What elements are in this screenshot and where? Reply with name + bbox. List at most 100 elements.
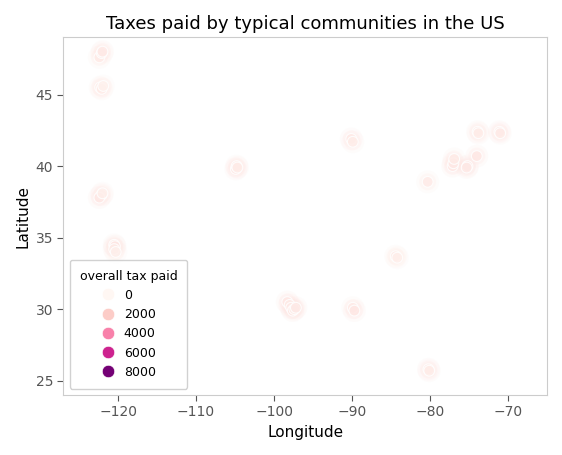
Point — [449, 160, 458, 167]
Point — [232, 165, 241, 172]
Point — [97, 50, 106, 57]
Point — [350, 307, 359, 314]
Point — [472, 152, 481, 160]
Point — [110, 241, 119, 248]
Point — [473, 128, 482, 136]
Point — [111, 248, 120, 256]
Point — [97, 85, 106, 92]
Point — [473, 128, 482, 136]
Point — [111, 243, 120, 250]
Point — [450, 155, 459, 162]
Point — [97, 50, 106, 57]
Point — [423, 178, 432, 186]
Legend: 0, 2000, 4000, 6000, 8000: 0, 2000, 4000, 6000, 8000 — [70, 259, 188, 389]
Point — [288, 307, 297, 314]
Point — [288, 307, 297, 314]
Point — [391, 253, 400, 260]
Point — [496, 130, 505, 137]
Point — [95, 54, 104, 61]
Point — [95, 194, 104, 201]
Point — [232, 162, 241, 170]
Point — [98, 48, 107, 55]
Point — [98, 190, 107, 197]
Point — [98, 48, 107, 55]
Point — [98, 190, 107, 197]
Point — [232, 162, 241, 170]
Point — [97, 85, 106, 92]
Point — [232, 165, 241, 172]
Point — [95, 54, 104, 61]
Point — [448, 162, 457, 170]
Point — [473, 128, 482, 136]
Point — [97, 85, 106, 92]
Point — [233, 164, 242, 171]
Point — [347, 135, 356, 142]
Point — [233, 164, 242, 171]
Point — [95, 54, 104, 61]
Point — [290, 306, 299, 313]
X-axis label: Longitude: Longitude — [267, 425, 343, 440]
Point — [96, 84, 105, 91]
Point — [348, 304, 357, 311]
Point — [450, 155, 459, 162]
Point — [474, 130, 483, 137]
Point — [448, 162, 457, 170]
Point — [285, 301, 294, 308]
Point — [425, 367, 434, 374]
Point — [111, 248, 120, 256]
Point — [291, 304, 300, 311]
Point — [424, 366, 433, 373]
Point — [287, 304, 296, 311]
Point — [424, 366, 433, 373]
Point — [96, 84, 105, 91]
Point — [463, 162, 472, 170]
Point — [496, 130, 505, 137]
Point — [290, 306, 299, 313]
Point — [97, 191, 106, 198]
Point — [449, 160, 458, 167]
Point — [391, 253, 400, 260]
Point — [348, 138, 357, 146]
Point — [474, 130, 483, 137]
Point — [423, 178, 432, 186]
Point — [347, 135, 356, 142]
Point — [97, 50, 106, 57]
Point — [391, 253, 400, 260]
Point — [111, 243, 120, 250]
Point — [463, 162, 472, 170]
Point — [110, 241, 119, 248]
Point — [95, 194, 104, 201]
Point — [99, 82, 108, 90]
Point — [232, 165, 241, 172]
Point — [348, 138, 357, 146]
Point — [111, 248, 120, 256]
Y-axis label: Latitude: Latitude — [15, 185, 30, 248]
Point — [97, 191, 106, 198]
Point — [348, 138, 357, 146]
Point — [495, 128, 504, 136]
Point — [393, 254, 402, 261]
Point — [285, 301, 294, 308]
Point — [448, 162, 457, 170]
Point — [472, 152, 481, 160]
Point — [348, 304, 357, 311]
Point — [350, 307, 359, 314]
Point — [393, 254, 402, 261]
Point — [462, 164, 471, 171]
Point — [463, 162, 472, 170]
Point — [291, 304, 300, 311]
Point — [232, 162, 241, 170]
Point — [290, 306, 299, 313]
Point — [287, 304, 296, 311]
Point — [95, 194, 104, 201]
Point — [449, 160, 458, 167]
Point — [99, 82, 108, 90]
Point — [110, 245, 119, 253]
Point — [99, 82, 108, 90]
Point — [350, 307, 359, 314]
Point — [496, 130, 505, 137]
Point — [96, 84, 105, 91]
Point — [393, 254, 402, 261]
Point — [97, 191, 106, 198]
Point — [288, 307, 297, 314]
